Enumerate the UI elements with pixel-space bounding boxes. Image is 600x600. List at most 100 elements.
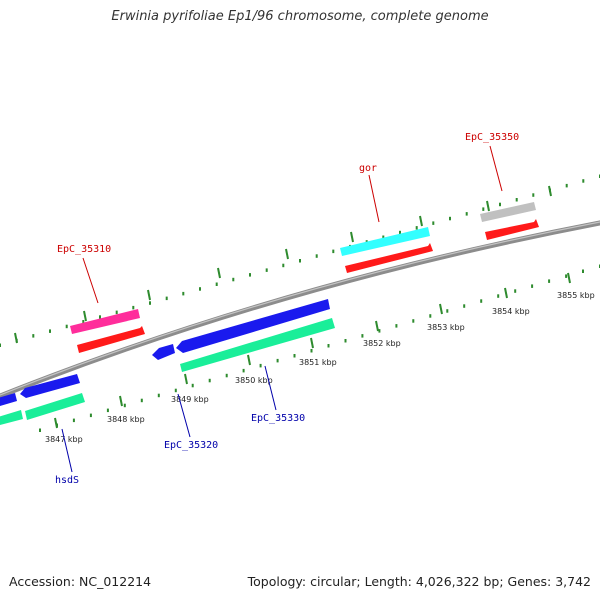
track-dot: [465, 212, 468, 216]
track-dot: [140, 398, 143, 403]
track-dot: [514, 289, 517, 293]
cds-gor[interactable]: [345, 243, 433, 273]
track-dot: [276, 358, 279, 363]
track-dot: [412, 319, 415, 323]
gene-EpC_35320[interactable]: [152, 344, 175, 360]
track-dot: [157, 393, 160, 398]
track-dot: [99, 315, 101, 319]
track-dot: [382, 235, 385, 239]
track-dot: [149, 301, 151, 305]
gene-callouts: [61, 145, 503, 473]
track-dot: [565, 183, 568, 188]
track-dot: [327, 344, 330, 348]
track-dot: [232, 277, 235, 282]
topology-label: Topology: circular; Length: 4,026,322 bp…: [247, 574, 591, 589]
gene-hsdS[interactable]: [20, 374, 80, 398]
track-dot: [463, 304, 466, 308]
map-title: Erwinia pyrifoliae Ep1/96 chromosome, co…: [111, 9, 489, 24]
track-dot: [582, 179, 585, 183]
track-dot: [72, 418, 75, 423]
tick-marks-lower: [54, 272, 571, 429]
track-dot: [344, 339, 347, 343]
gene-EpC_35350[interactable]: [480, 202, 536, 222]
gene-label-EpC_35330[interactable]: EpC_35330: [251, 413, 305, 424]
gene-EpC_35330[interactable]: [176, 299, 330, 353]
track-dot: [332, 249, 335, 254]
tick-label: 3849 kbp: [171, 395, 209, 404]
track-dot: [242, 368, 245, 373]
track-dot: [299, 259, 301, 263]
track-dot: [446, 309, 449, 313]
tick-label: 3855 kbp: [557, 291, 595, 300]
track-dot: [565, 274, 568, 278]
track-dot: [208, 378, 211, 383]
cds-EpC_35330[interactable]: [180, 318, 335, 372]
cds-EpC_35350[interactable]: [485, 219, 539, 240]
forward-strand-features: [70, 202, 539, 353]
track-dot: [65, 324, 68, 329]
gene-label-hsdS[interactable]: hsdS: [55, 475, 79, 486]
track-dot: [191, 383, 194, 388]
track-dot: [199, 287, 201, 291]
gene-hsdS-upper[interactable]: [0, 393, 17, 406]
track-dot: [32, 334, 35, 338]
track-dot: [432, 221, 435, 225]
tick-label: 3848 kbp: [107, 415, 145, 424]
track-dot: [378, 329, 381, 333]
track-dot: [532, 193, 535, 197]
track-dot: [165, 296, 168, 301]
cds-hsdS[interactable]: [25, 393, 85, 420]
track-dot: [215, 282, 218, 286]
tick-label: 3854 kbp: [492, 307, 530, 316]
track-dot: [249, 273, 251, 277]
gene-gor[interactable]: [340, 227, 430, 256]
tick-label: 3851 kbp: [299, 358, 337, 367]
tick-label: 3847 kbp: [45, 435, 83, 444]
track-dot: [361, 334, 364, 338]
chromosome-backbone-highlight: [0, 221, 600, 396]
tick-label: 3852 kbp: [363, 339, 401, 348]
track-dot: [497, 294, 500, 298]
gene-EpC_35310[interactable]: [70, 309, 140, 334]
track-dot: [499, 202, 501, 207]
tick-marks-upper: [14, 185, 552, 344]
track-dot: [0, 343, 1, 347]
tick-label: 3853 kbp: [427, 323, 465, 332]
gene-label-EpC_35350[interactable]: EpC_35350: [465, 132, 519, 143]
track-dot: [582, 269, 584, 273]
track-dot: [259, 363, 262, 368]
track-dot: [132, 305, 135, 310]
track-dot: [182, 291, 185, 296]
track-dot: [415, 226, 418, 230]
track-dot: [449, 216, 451, 221]
track-dot: [399, 230, 401, 235]
reverse-strand-features: [0, 299, 335, 425]
track-dot: [310, 349, 313, 353]
gene-labels: EpC_35310 gor EpC_35350 hsdS EpC_35320 EpC_35…: [55, 132, 519, 486]
cds-EpC_35310[interactable]: [77, 326, 145, 353]
gene-label-EpC_35310[interactable]: EpC_35310: [57, 244, 111, 255]
accession-label: Accession: NC_012214: [9, 574, 152, 589]
track-dot: [82, 320, 85, 324]
chromosome-backbone: [0, 220, 600, 399]
gene-label-EpC_35320[interactable]: EpC_35320: [164, 440, 218, 451]
track-dot: [429, 314, 432, 318]
track-dot: [548, 279, 551, 283]
track-dot: [265, 268, 268, 272]
track-dot: [39, 428, 41, 432]
gene-label-gor[interactable]: gor: [359, 163, 377, 174]
cds-hsdS-left[interactable]: [0, 410, 23, 425]
track-dot: [106, 408, 109, 413]
tick-label: 3850 kbp: [235, 376, 273, 385]
track-dot: [89, 413, 92, 418]
track-dot: [123, 403, 126, 408]
track-dot: [293, 354, 296, 358]
track-dot: [115, 310, 118, 315]
track-dot: [482, 207, 485, 211]
reverse-track-dots: [39, 264, 600, 432]
track-dot: [225, 373, 228, 378]
track-dot: [174, 388, 177, 393]
tick-labels: 3847 kbp 3848 kbp 3849 kbp 3850 kbp 3851 kbp…: [45, 291, 595, 444]
